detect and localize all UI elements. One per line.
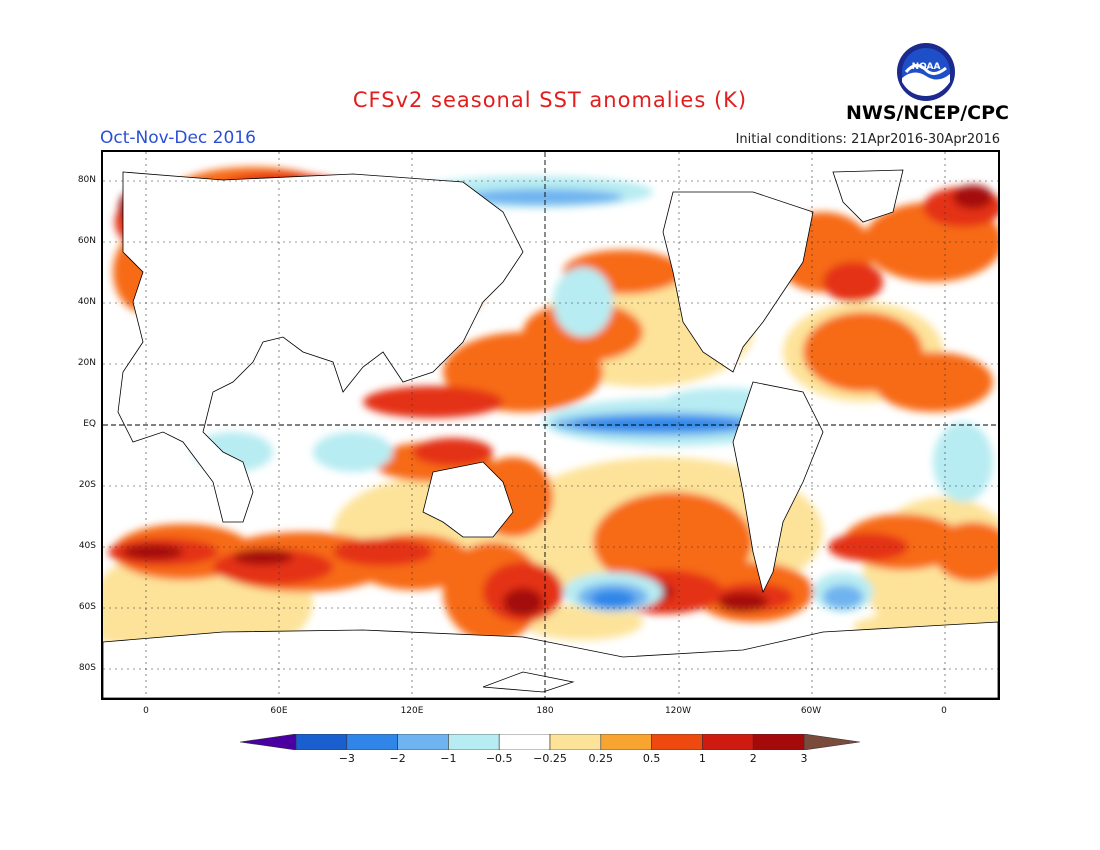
lat-label-80s: 80S <box>78 663 96 673</box>
lon-label-60e: 60E <box>270 706 288 716</box>
anomaly-field <box>103 167 998 662</box>
lon-label-0-left: 0 <box>143 706 149 716</box>
lat-label-eq: EQ <box>83 419 96 429</box>
colorbar-box <box>295 733 348 751</box>
colorbar-box <box>702 733 754 751</box>
colorbar-arrow-high <box>803 733 861 751</box>
initial-conditions: Initial conditions: 21Apr2016-30Apr2016 <box>735 132 1000 147</box>
lat-label-20n: 20N <box>77 358 96 368</box>
colorbar-tick-label: −0.25 <box>533 752 567 765</box>
colorbar-box <box>498 733 551 751</box>
land-masses <box>103 169 998 698</box>
colorbar-box <box>752 733 805 751</box>
lat-label-60n: 60N <box>77 236 96 246</box>
colorbar-tick-label: −0.5 <box>485 752 513 765</box>
lon-label-0-right: 0 <box>941 706 947 716</box>
map-gridlines <box>103 152 998 698</box>
forecast-period: Oct-Nov-Dec 2016 <box>100 128 256 148</box>
lat-label-20s: 20S <box>78 480 96 490</box>
lat-label-60s: 60S <box>78 602 96 612</box>
colorbar-tick-label: 3 <box>800 752 808 765</box>
colorbar-arrow-low <box>239 733 297 751</box>
colorbar-box <box>448 733 500 751</box>
lat-label-40n: 40N <box>77 297 96 307</box>
equator-dateline <box>103 152 998 698</box>
colorbar-tick-label: 0.5 <box>642 752 661 765</box>
sst-anomaly-map <box>101 150 1000 700</box>
colorbar-tick-label: 2 <box>749 752 757 765</box>
colorbar-box <box>397 733 449 751</box>
colorbar-tick-label: −2 <box>389 752 406 765</box>
colorbar-box <box>600 733 652 751</box>
lon-label-120e: 120E <box>400 706 424 716</box>
lon-label-60w: 60W <box>800 706 822 716</box>
colorbar-tick-label: −3 <box>338 752 355 765</box>
lat-label-40s: 40S <box>78 541 96 551</box>
colorbar-box <box>346 733 398 751</box>
colorbar-tick-label: −1 <box>440 752 457 765</box>
lon-label-180: 180 <box>536 706 554 716</box>
chart-title: CFSv2 seasonal SST anomalies (K) <box>352 88 748 112</box>
noaa-logo: NOAA <box>896 42 956 102</box>
lon-label-120w: 120W <box>664 706 692 716</box>
colorbar-tick-label: 1 <box>698 752 706 765</box>
colorbar-tick-label: 0.25 <box>588 752 614 765</box>
colorbar-box <box>549 733 602 751</box>
colorbar-box <box>651 733 703 751</box>
lat-label-80n: 80N <box>77 175 96 185</box>
logo-text: NOAA <box>912 62 941 72</box>
agency-label: NWS/NCEP/CPC <box>846 102 1009 124</box>
colorbar <box>239 733 861 751</box>
